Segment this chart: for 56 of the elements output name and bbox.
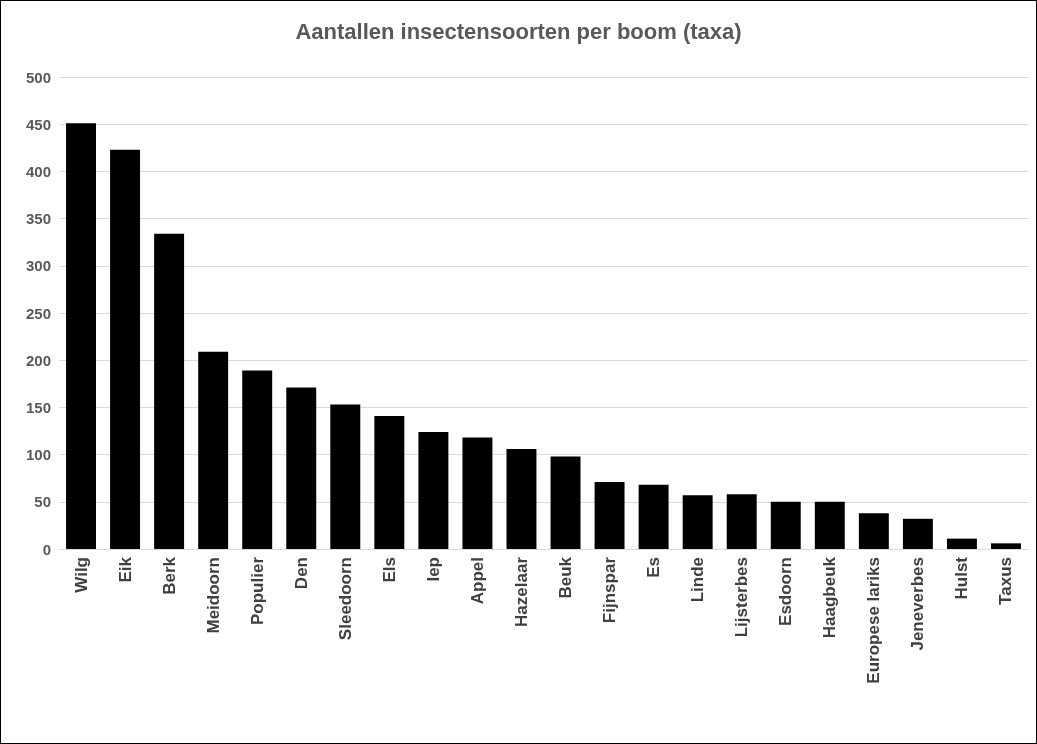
x-tick-label: Lijsterbes [732, 557, 752, 638]
bar [374, 415, 405, 549]
bar [594, 481, 625, 549]
bar [66, 123, 96, 549]
x-tick-label: Els [379, 557, 399, 583]
x-tick-label: Linde [688, 557, 708, 603]
x-tick-label: Meidoorn [203, 557, 223, 634]
bar [506, 448, 537, 549]
bar [462, 437, 493, 549]
y-tick-label: 350 [25, 210, 51, 228]
x-tick-label: Es [644, 557, 664, 578]
x-tick-label: Esdoorn [776, 557, 796, 626]
y-tick-label: 500 [25, 68, 51, 86]
bar [418, 431, 449, 549]
y-tick-label: 300 [25, 257, 51, 275]
y-tick-label: 250 [25, 304, 51, 322]
x-tick-label: Haagbeuk [820, 556, 840, 639]
y-tick-label: 0 [42, 540, 51, 558]
x-tick-label: Wilg [71, 557, 91, 593]
x-tick-label: Europese lariks [864, 557, 884, 684]
x-tick-label: Populier [247, 556, 267, 626]
bar [154, 233, 185, 549]
y-tick-label: 50 [34, 493, 51, 511]
x-tick-label: Jeneverbes [908, 557, 928, 651]
bar [902, 518, 933, 549]
x-tick-label: Taxus [996, 557, 1016, 605]
x-tick-label: Den [291, 557, 311, 590]
x-tick-label: Iep [423, 557, 443, 582]
bar [242, 370, 273, 549]
x-tick-label: Beuk [556, 556, 576, 599]
x-tick-label: Eik [115, 556, 135, 583]
bar [946, 538, 977, 549]
x-tick-label: Hulst [952, 556, 972, 600]
bar [110, 149, 141, 549]
bar [814, 501, 845, 549]
x-tick-label: Fijnspar [600, 556, 620, 624]
bar [726, 494, 757, 549]
bar [330, 404, 361, 549]
chart-title: Aantallen insectensoorten per boom (taxa) [295, 18, 742, 44]
bar [286, 387, 317, 549]
bar [682, 495, 713, 549]
y-tick-label: 150 [25, 398, 51, 416]
x-tick-label: Appel [467, 557, 487, 605]
bar [550, 456, 581, 549]
x-tick-label: Hazelaar [511, 556, 531, 627]
y-tick-label: 400 [25, 162, 51, 180]
bar [858, 513, 889, 549]
bar [638, 484, 669, 549]
y-tick-label: 100 [25, 446, 51, 464]
x-tick-label: Berk [159, 556, 179, 595]
x-tick-label: Sleedoorn [335, 557, 355, 641]
y-tick-label: 450 [25, 115, 51, 133]
bar [198, 351, 229, 549]
y-tick-label: 200 [25, 351, 51, 369]
bar [991, 543, 1021, 549]
bar [770, 501, 801, 549]
